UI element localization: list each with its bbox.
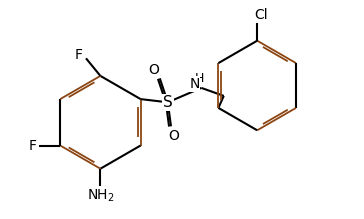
Text: Cl: Cl — [254, 8, 268, 22]
Text: S: S — [163, 95, 173, 110]
Text: O: O — [169, 129, 179, 143]
Text: NH$_2$: NH$_2$ — [87, 188, 114, 204]
Text: N: N — [189, 77, 199, 91]
Text: F: F — [28, 138, 36, 152]
Text: F: F — [75, 48, 83, 62]
Text: H: H — [195, 72, 205, 85]
Text: O: O — [149, 63, 159, 77]
